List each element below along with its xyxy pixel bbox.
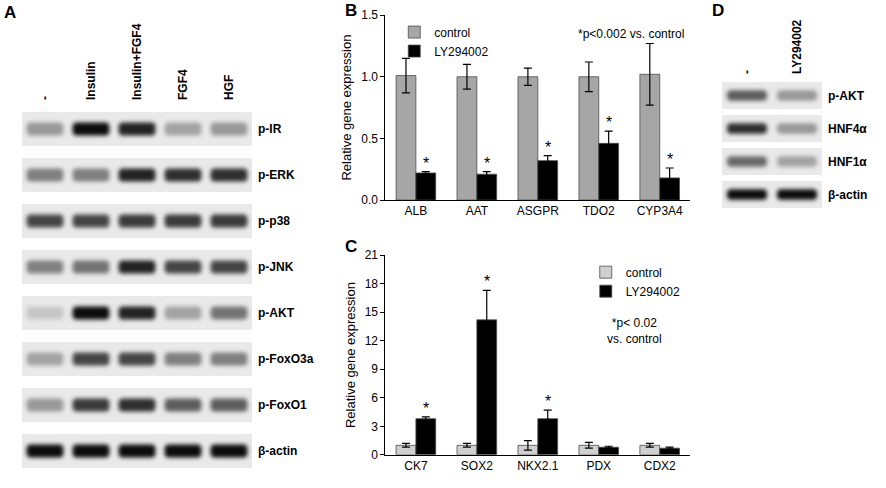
svg-text:D: D — [712, 1, 724, 20]
svg-text:CDX2: CDX2 — [644, 459, 676, 473]
svg-text:NKX2.1: NKX2.1 — [517, 459, 559, 473]
svg-text:p-p38: p-p38 — [258, 214, 290, 228]
svg-text:1.5: 1.5 — [361, 8, 378, 22]
svg-text:0.0: 0.0 — [361, 193, 378, 207]
svg-text:p-ERK: p-ERK — [258, 168, 295, 182]
svg-text:ASGPR: ASGPR — [517, 204, 559, 218]
svg-text:*p<0.002 vs. control: *p<0.002 vs. control — [578, 27, 684, 41]
svg-text:β-actin: β-actin — [828, 188, 867, 202]
svg-text:A: A — [4, 3, 16, 22]
svg-text:p-FoxO1: p-FoxO1 — [258, 398, 307, 412]
svg-text:LY294002: LY294002 — [790, 19, 804, 74]
svg-text:6: 6 — [371, 391, 378, 405]
svg-text:*: * — [545, 139, 551, 156]
svg-text:*: * — [667, 151, 673, 168]
svg-text:-: - — [38, 96, 52, 100]
svg-text:HGF: HGF — [222, 75, 236, 100]
svg-text:p-AKT: p-AKT — [258, 306, 295, 320]
svg-text:p-IR: p-IR — [258, 122, 282, 136]
svg-text:FGF4: FGF4 — [176, 69, 190, 100]
svg-text:*: * — [484, 273, 490, 290]
svg-text:3: 3 — [371, 420, 378, 434]
svg-text:p-JNK: p-JNK — [258, 260, 294, 274]
svg-text:Relative gene expression: Relative gene expression — [339, 35, 354, 181]
svg-text:CK7: CK7 — [404, 459, 428, 473]
svg-text:9: 9 — [371, 362, 378, 376]
svg-text:CYP3A4: CYP3A4 — [637, 204, 683, 218]
svg-text:0.5: 0.5 — [361, 132, 378, 146]
svg-text:0: 0 — [371, 448, 378, 462]
svg-text:15: 15 — [365, 305, 379, 319]
svg-text:TDO2: TDO2 — [583, 204, 615, 218]
svg-text:LY294002: LY294002 — [434, 45, 488, 59]
svg-text:HNF1α: HNF1α — [828, 155, 867, 169]
svg-text:PDX: PDX — [586, 459, 611, 473]
svg-text:SOX2: SOX2 — [461, 459, 493, 473]
svg-text:AAT: AAT — [466, 204, 489, 218]
svg-text:12: 12 — [365, 334, 379, 348]
svg-text:Relative gene expression: Relative gene expression — [343, 282, 358, 428]
svg-text:ALB: ALB — [405, 204, 428, 218]
svg-text:p-AKT: p-AKT — [828, 89, 865, 103]
svg-text:HNF4α: HNF4α — [828, 122, 867, 136]
svg-text:control: control — [626, 266, 662, 280]
svg-text:*p< 0.02vs. control: *p< 0.02vs. control — [607, 316, 662, 346]
svg-text:control: control — [434, 26, 470, 40]
svg-text:*: * — [606, 114, 612, 131]
svg-text:β-actin: β-actin — [258, 444, 297, 458]
svg-text:C: C — [345, 237, 357, 256]
svg-text:Insulin: Insulin — [84, 61, 98, 100]
svg-text:18: 18 — [365, 277, 379, 291]
svg-text:Insulin+FGF4: Insulin+FGF4 — [130, 23, 144, 100]
svg-text:*: * — [423, 155, 429, 172]
svg-text:*: * — [423, 400, 429, 417]
svg-text:p-FoxO3a: p-FoxO3a — [258, 352, 314, 366]
svg-text:B: B — [345, 1, 357, 20]
svg-text:-: - — [740, 70, 754, 74]
svg-text:*: * — [545, 393, 551, 410]
svg-text:21: 21 — [365, 248, 379, 262]
svg-text:1.0: 1.0 — [361, 70, 378, 84]
svg-text:LY294002: LY294002 — [626, 285, 680, 299]
svg-text:*: * — [484, 155, 490, 172]
